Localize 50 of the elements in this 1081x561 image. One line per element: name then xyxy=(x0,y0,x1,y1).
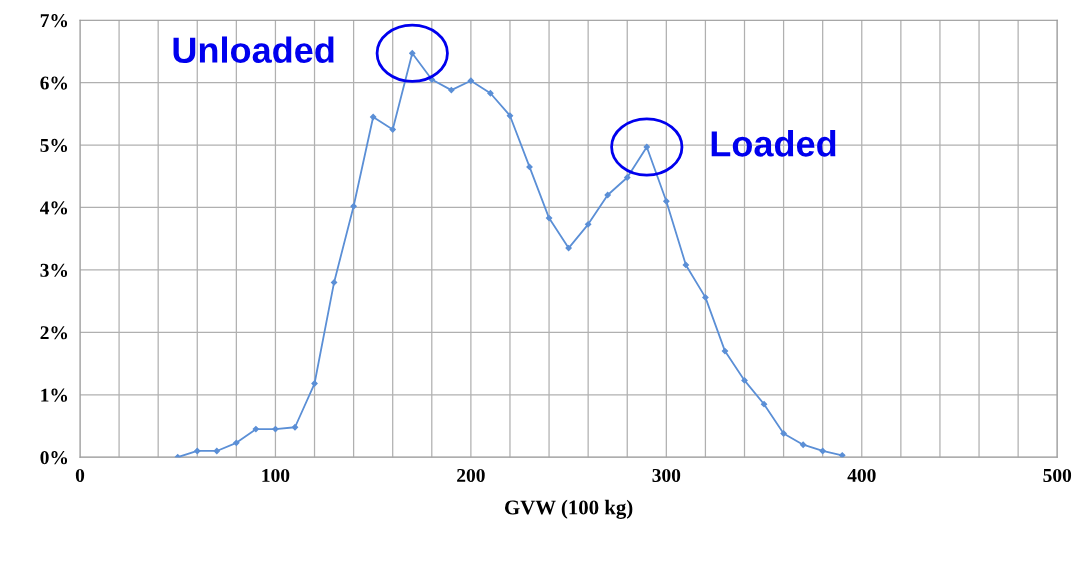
point xyxy=(389,126,396,133)
point xyxy=(643,143,650,151)
point xyxy=(799,441,807,448)
y-tick-label: 6% xyxy=(40,76,68,90)
point xyxy=(526,163,533,171)
point xyxy=(233,439,240,447)
point xyxy=(819,447,826,455)
y-tick-label: 3% xyxy=(40,263,68,277)
point xyxy=(370,113,377,121)
point xyxy=(682,261,690,269)
point xyxy=(213,447,220,455)
point xyxy=(839,452,846,458)
x-axis-title: GVW (100 kg) xyxy=(504,499,633,519)
point xyxy=(311,380,318,387)
point xyxy=(506,112,514,119)
x-tick-label: 500 xyxy=(1043,468,1072,483)
y-tick-label: 4% xyxy=(39,201,68,215)
point xyxy=(584,221,592,228)
point xyxy=(780,430,787,437)
annotation: Unloaded xyxy=(173,36,334,63)
point xyxy=(350,203,357,210)
y-tick-label: 5% xyxy=(40,138,68,153)
x-tick-label: 100 xyxy=(262,468,290,483)
y-tick-label: 7% xyxy=(40,14,68,28)
point xyxy=(760,400,768,408)
point xyxy=(194,447,201,455)
point xyxy=(291,424,299,431)
y-tick-label: 1% xyxy=(41,388,68,402)
x-tick-label: 400 xyxy=(847,468,876,483)
point xyxy=(663,198,670,205)
point xyxy=(487,90,494,97)
point xyxy=(330,279,338,286)
point xyxy=(409,50,416,57)
point xyxy=(565,244,572,252)
annotation: Loaded xyxy=(711,130,836,157)
point xyxy=(448,86,455,94)
point xyxy=(702,294,709,301)
x-tick-label: 0 xyxy=(75,468,85,483)
x-tick-label: 300 xyxy=(652,468,681,483)
point xyxy=(721,347,729,355)
point xyxy=(545,214,553,222)
point xyxy=(624,174,631,181)
point xyxy=(467,77,475,84)
point xyxy=(252,425,260,433)
y-tick-label: 2% xyxy=(40,326,68,340)
x-tick-label: 200 xyxy=(457,468,485,483)
point xyxy=(604,191,611,199)
point xyxy=(272,425,279,433)
y-tick-label: 0% xyxy=(40,451,68,465)
point xyxy=(741,377,748,384)
